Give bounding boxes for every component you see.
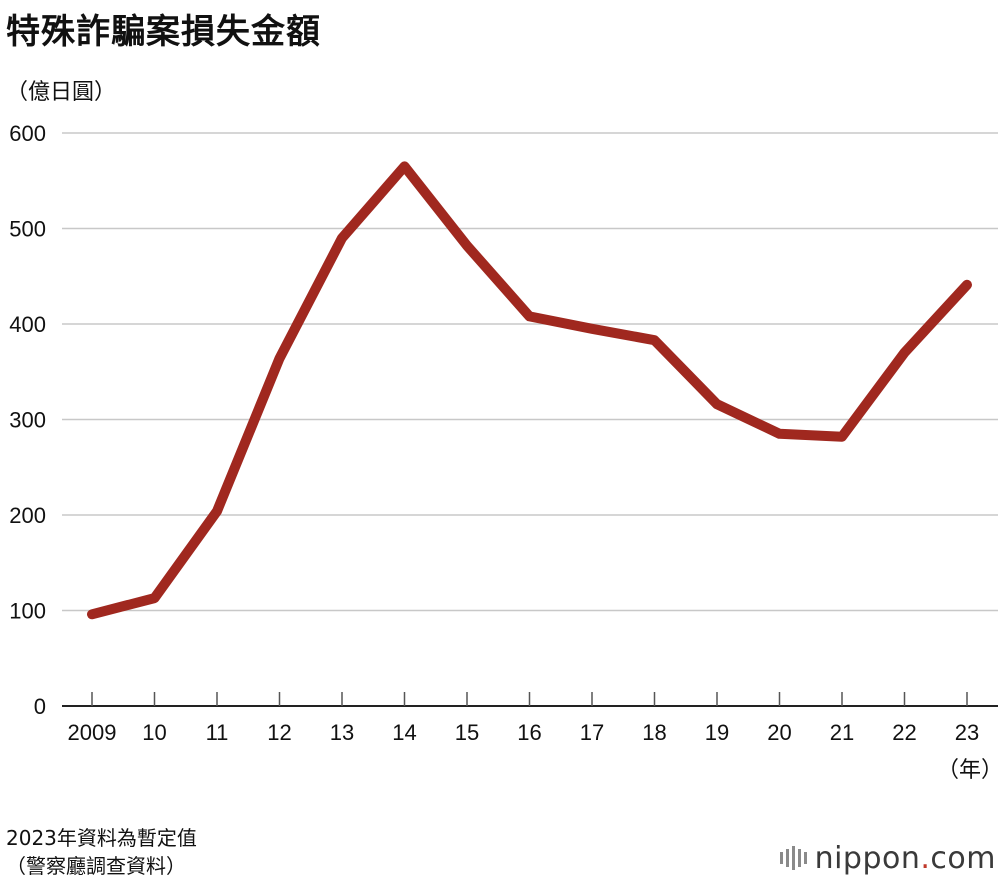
y-tick-label: 600 (9, 121, 46, 146)
logo-bars-icon (779, 846, 807, 870)
y-tick-labels: 0 100 200 300 400 500 600 (9, 121, 46, 719)
x-tick-label: 10 (142, 720, 166, 745)
y-tick-label: 0 (34, 694, 46, 719)
y-tick-label: 100 (9, 599, 46, 624)
x-tick-label: 15 (455, 720, 479, 745)
line-chart: 0 100 200 300 400 500 600 2009 10 11 12 13 14 15 16 17… (9, 121, 1000, 782)
logo-text: nippon.com (814, 840, 996, 876)
nippon-logo: nippon.com (779, 840, 996, 876)
x-tick-label: 2009 (68, 720, 117, 745)
x-tick-label: 22 (892, 720, 916, 745)
x-tick-labels: 2009 10 11 12 13 14 15 16 17 18 19 20 21 22 23 (68, 720, 980, 745)
x-axis-unit-label: （年） (937, 757, 1000, 782)
x-tick-label: 12 (267, 720, 291, 745)
x-tick-marks (91, 692, 968, 706)
x-tick-label: 20 (767, 720, 791, 745)
series-line (87, 161, 972, 620)
x-tick-label: 18 (642, 720, 666, 745)
x-tick-label: 11 (206, 720, 229, 745)
x-tick-label: 13 (330, 720, 354, 745)
provisional-note: 2023年資料為暫定值 (6, 826, 197, 850)
x-tick-label: 23 (955, 720, 979, 745)
chart-title: 特殊詐騙案損失金額 (6, 12, 321, 52)
y-axis-unit-label: （億日圓） (6, 80, 117, 105)
y-tick-label: 500 (9, 217, 46, 242)
x-tick-label: 19 (705, 720, 729, 745)
y-tick-label: 400 (9, 312, 46, 337)
x-tick-label: 14 (392, 720, 416, 745)
source-note: （警察廳調查資料） (6, 854, 186, 878)
y-tick-label: 300 (9, 408, 46, 433)
y-tick-label: 200 (9, 503, 46, 528)
x-tick-label: 21 (830, 720, 854, 745)
x-tick-label: 17 (580, 720, 604, 745)
x-tick-label: 16 (517, 720, 541, 745)
